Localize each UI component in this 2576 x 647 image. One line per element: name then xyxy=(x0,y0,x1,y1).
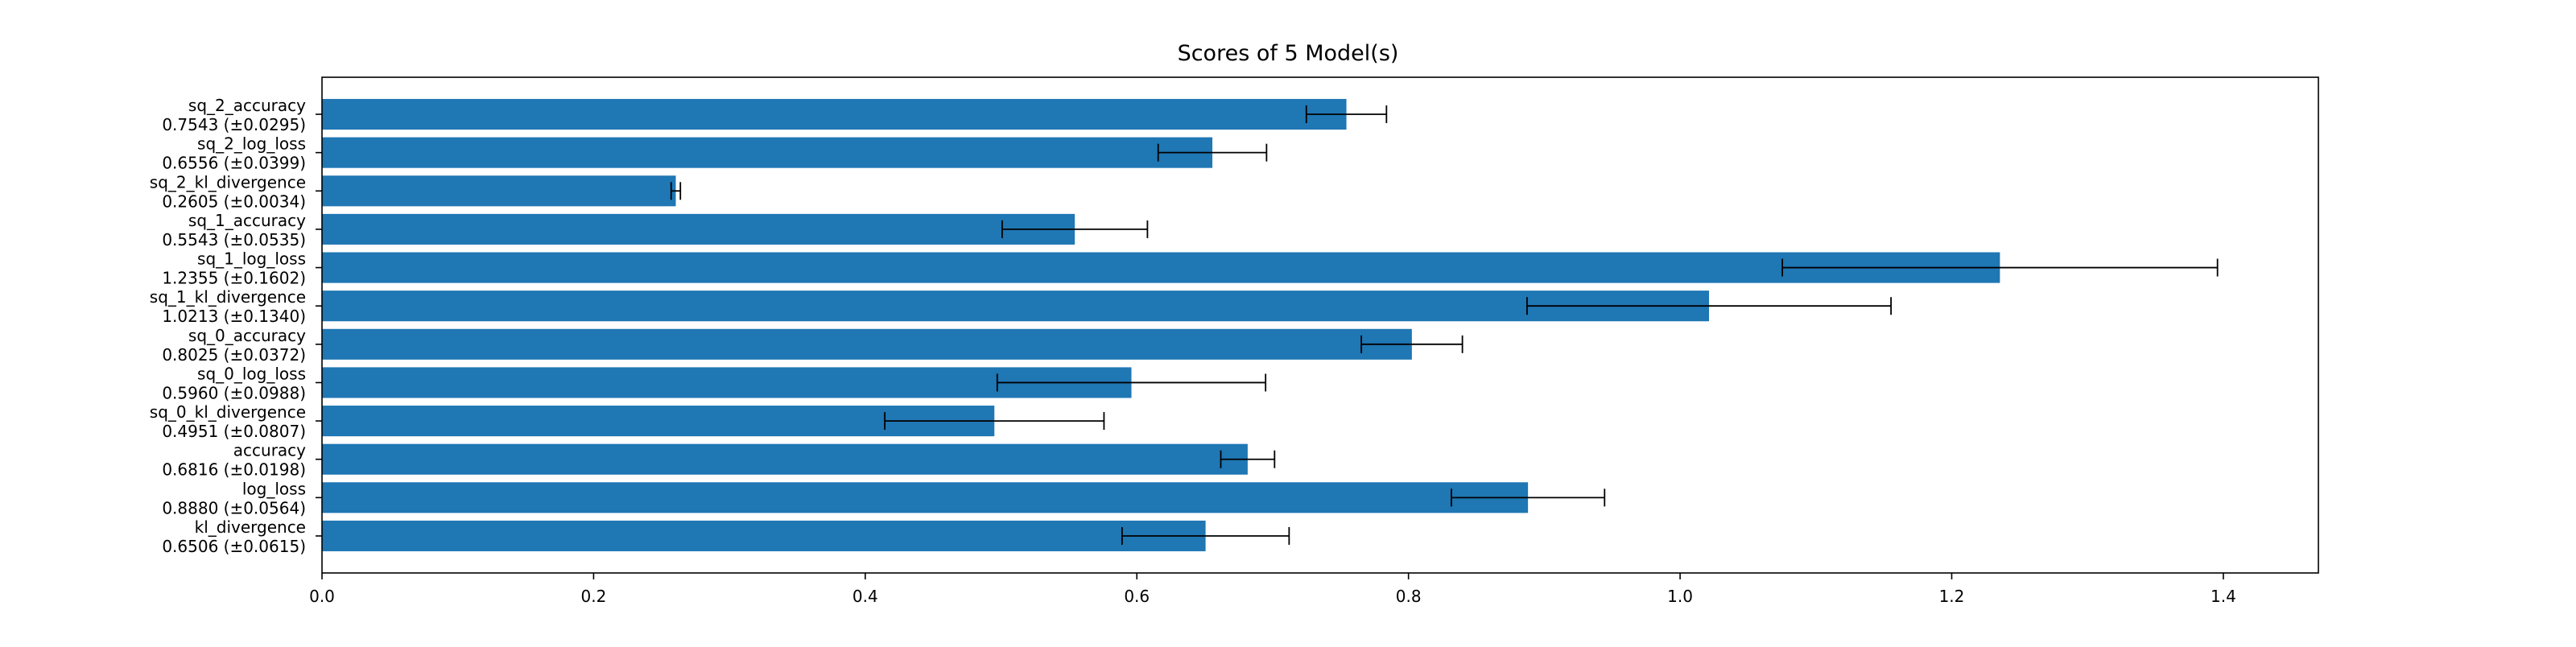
bar-sq-2-log-loss xyxy=(322,137,1213,168)
error-bar-accuracy xyxy=(1220,450,1276,468)
x-tick-label: 1.2 xyxy=(1939,587,1965,606)
y-tick-label-sq-1-kl-divergence: sq_1_kl_divergence xyxy=(150,287,306,307)
y-tick-label-accuracy: accuracy xyxy=(233,441,306,460)
y-tick-label-sq-2-accuracy: sq_2_accuracy xyxy=(188,96,306,115)
x-tick-label: 0.8 xyxy=(1396,587,1422,606)
bar-log-loss xyxy=(322,482,1529,513)
x-tick-label: 0.0 xyxy=(309,587,335,606)
bar-sq-1-accuracy xyxy=(322,213,1075,245)
x-tick-label: 1.0 xyxy=(1667,587,1693,606)
plot-frame xyxy=(321,76,2319,574)
y-tick-label-sq-1-log-loss: sq_1_log_loss xyxy=(197,249,306,269)
error-bar-sq-2-accuracy xyxy=(1305,105,1388,123)
y-tick-label-sq-1-accuracy: sq_1_accuracy xyxy=(188,211,306,230)
y-tick-label-sq-2-kl-divergence: sq_2_kl_divergence xyxy=(150,172,306,192)
error-bar-sq-0-kl-divergence xyxy=(884,412,1105,431)
x-tick-label: 0.2 xyxy=(581,587,607,606)
y-tick-value-sq-1-kl-divergence: 1.0213 (±0.1340) xyxy=(162,307,306,326)
error-bar-sq-1-accuracy xyxy=(1001,220,1149,238)
bar-sq-1-kl-divergence xyxy=(322,291,1710,322)
x-tick-label: 0.6 xyxy=(1124,587,1150,606)
error-bar-sq-0-log-loss xyxy=(996,373,1267,392)
error-bar-kl-divergence xyxy=(1121,527,1290,545)
error-bar-sq-2-kl-divergence xyxy=(670,182,682,200)
x-tick-label: 1.4 xyxy=(2211,587,2236,606)
error-bar-sq-1-log-loss xyxy=(1781,258,2219,277)
bar-sq-0-accuracy xyxy=(322,328,1412,360)
error-bar-log-loss xyxy=(1451,488,1606,507)
bar-sq-1-log-loss xyxy=(322,252,2000,283)
bar-sq-2-accuracy xyxy=(322,98,1347,130)
bar-kl-divergence xyxy=(322,520,1206,552)
y-tick-value-accuracy: 0.6816 (±0.0198) xyxy=(162,460,306,480)
error-bar-sq-1-kl-divergence xyxy=(1526,297,1892,315)
y-tick-value-sq-1-log-loss: 1.2355 (±0.1602) xyxy=(162,269,306,288)
bar-sq-2-kl-divergence xyxy=(322,175,676,207)
y-tick-value-sq-0-log-loss: 0.5960 (±0.0988) xyxy=(162,383,306,402)
y-tick-value-sq-2-log-loss: 0.6556 (±0.0399) xyxy=(162,154,306,173)
y-tick-value-log-loss: 0.8880 (±0.0564) xyxy=(162,498,306,517)
error-bar-sq-0-accuracy xyxy=(1360,335,1463,353)
y-tick-label-sq-0-log-loss: sq_0_log_loss xyxy=(197,364,306,383)
error-bar-sq-2-log-loss xyxy=(1157,143,1268,162)
x-axis: 0.0 0.2 0.4 0.6 0.8 1.0 1.2 1.4 xyxy=(309,573,2236,606)
y-tick-value-sq-2-accuracy: 0.7543 (±0.0295) xyxy=(162,115,306,134)
y-tick-label-sq-2-log-loss: sq_2_log_loss xyxy=(197,134,306,154)
y-tick-label-kl-divergence: kl_divergence xyxy=(195,517,306,537)
bars-layer xyxy=(322,98,2000,552)
y-tick-value-sq-2-kl-divergence: 0.2605 (±0.0034) xyxy=(162,192,306,211)
y-tick-value-sq-0-accuracy: 0.8025 (±0.0372) xyxy=(162,345,306,365)
y-tick-value-kl-divergence: 0.6506 (±0.0615) xyxy=(162,537,306,556)
error-bars-layer xyxy=(670,105,2219,545)
bar-sq-0-kl-divergence xyxy=(322,406,995,437)
y-tick-value-sq-1-accuracy: 0.5543 (±0.0535) xyxy=(162,230,306,249)
chart-title: Scores of 5 Model(s) xyxy=(1178,41,1399,66)
y-tick-label-sq-0-kl-divergence: sq_0_kl_divergence xyxy=(150,402,306,422)
y-tick-label-log-loss: log_loss xyxy=(242,479,306,498)
y-tick-value-sq-0-kl-divergence: 0.4951 (±0.0807) xyxy=(162,422,306,441)
bar-accuracy xyxy=(322,443,1248,475)
y-tick-label-sq-0-accuracy: sq_0_accuracy xyxy=(188,326,306,345)
x-tick-label: 0.4 xyxy=(852,587,878,606)
